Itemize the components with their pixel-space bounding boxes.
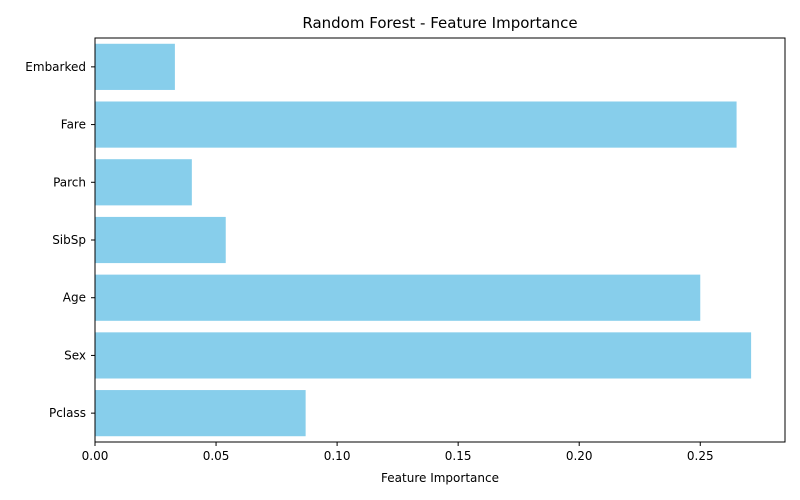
y-tick-label-age: Age (63, 291, 86, 305)
x-tick-label: 0.15 (445, 449, 472, 463)
bars-group (95, 43, 752, 437)
y-tick-label-embarked: Embarked (25, 60, 86, 74)
x-tick-label: 0.10 (324, 449, 351, 463)
y-axis: Pclass Sex Age SibSp Parch Fare Embarked (25, 60, 95, 420)
x-tick-label: 0.25 (687, 449, 714, 463)
y-tick-label-sibsp: SibSp (52, 233, 86, 247)
x-tick-label: 0.05 (203, 449, 230, 463)
bar-sibsp (95, 216, 226, 264)
y-tick-label-pclass: Pclass (49, 406, 86, 420)
bar-fare (95, 101, 737, 148)
y-tick-label-sex: Sex (64, 348, 86, 362)
bar-parch (95, 159, 192, 206)
chart-title: Random Forest - Feature Importance (302, 14, 577, 32)
bar-sex (95, 332, 752, 379)
bar-pclass (95, 390, 306, 437)
bar-embarked (95, 43, 175, 90)
x-tick-label: 0.00 (82, 449, 109, 463)
x-axis: 0.00 0.05 0.10 0.15 0.20 0.25 (82, 442, 714, 463)
y-tick-label-parch: Parch (53, 175, 86, 189)
bar-age (95, 274, 701, 321)
x-axis-title: Feature Importance (381, 471, 499, 485)
y-tick-label-fare: Fare (61, 118, 86, 132)
x-tick-label: 0.20 (566, 449, 593, 463)
